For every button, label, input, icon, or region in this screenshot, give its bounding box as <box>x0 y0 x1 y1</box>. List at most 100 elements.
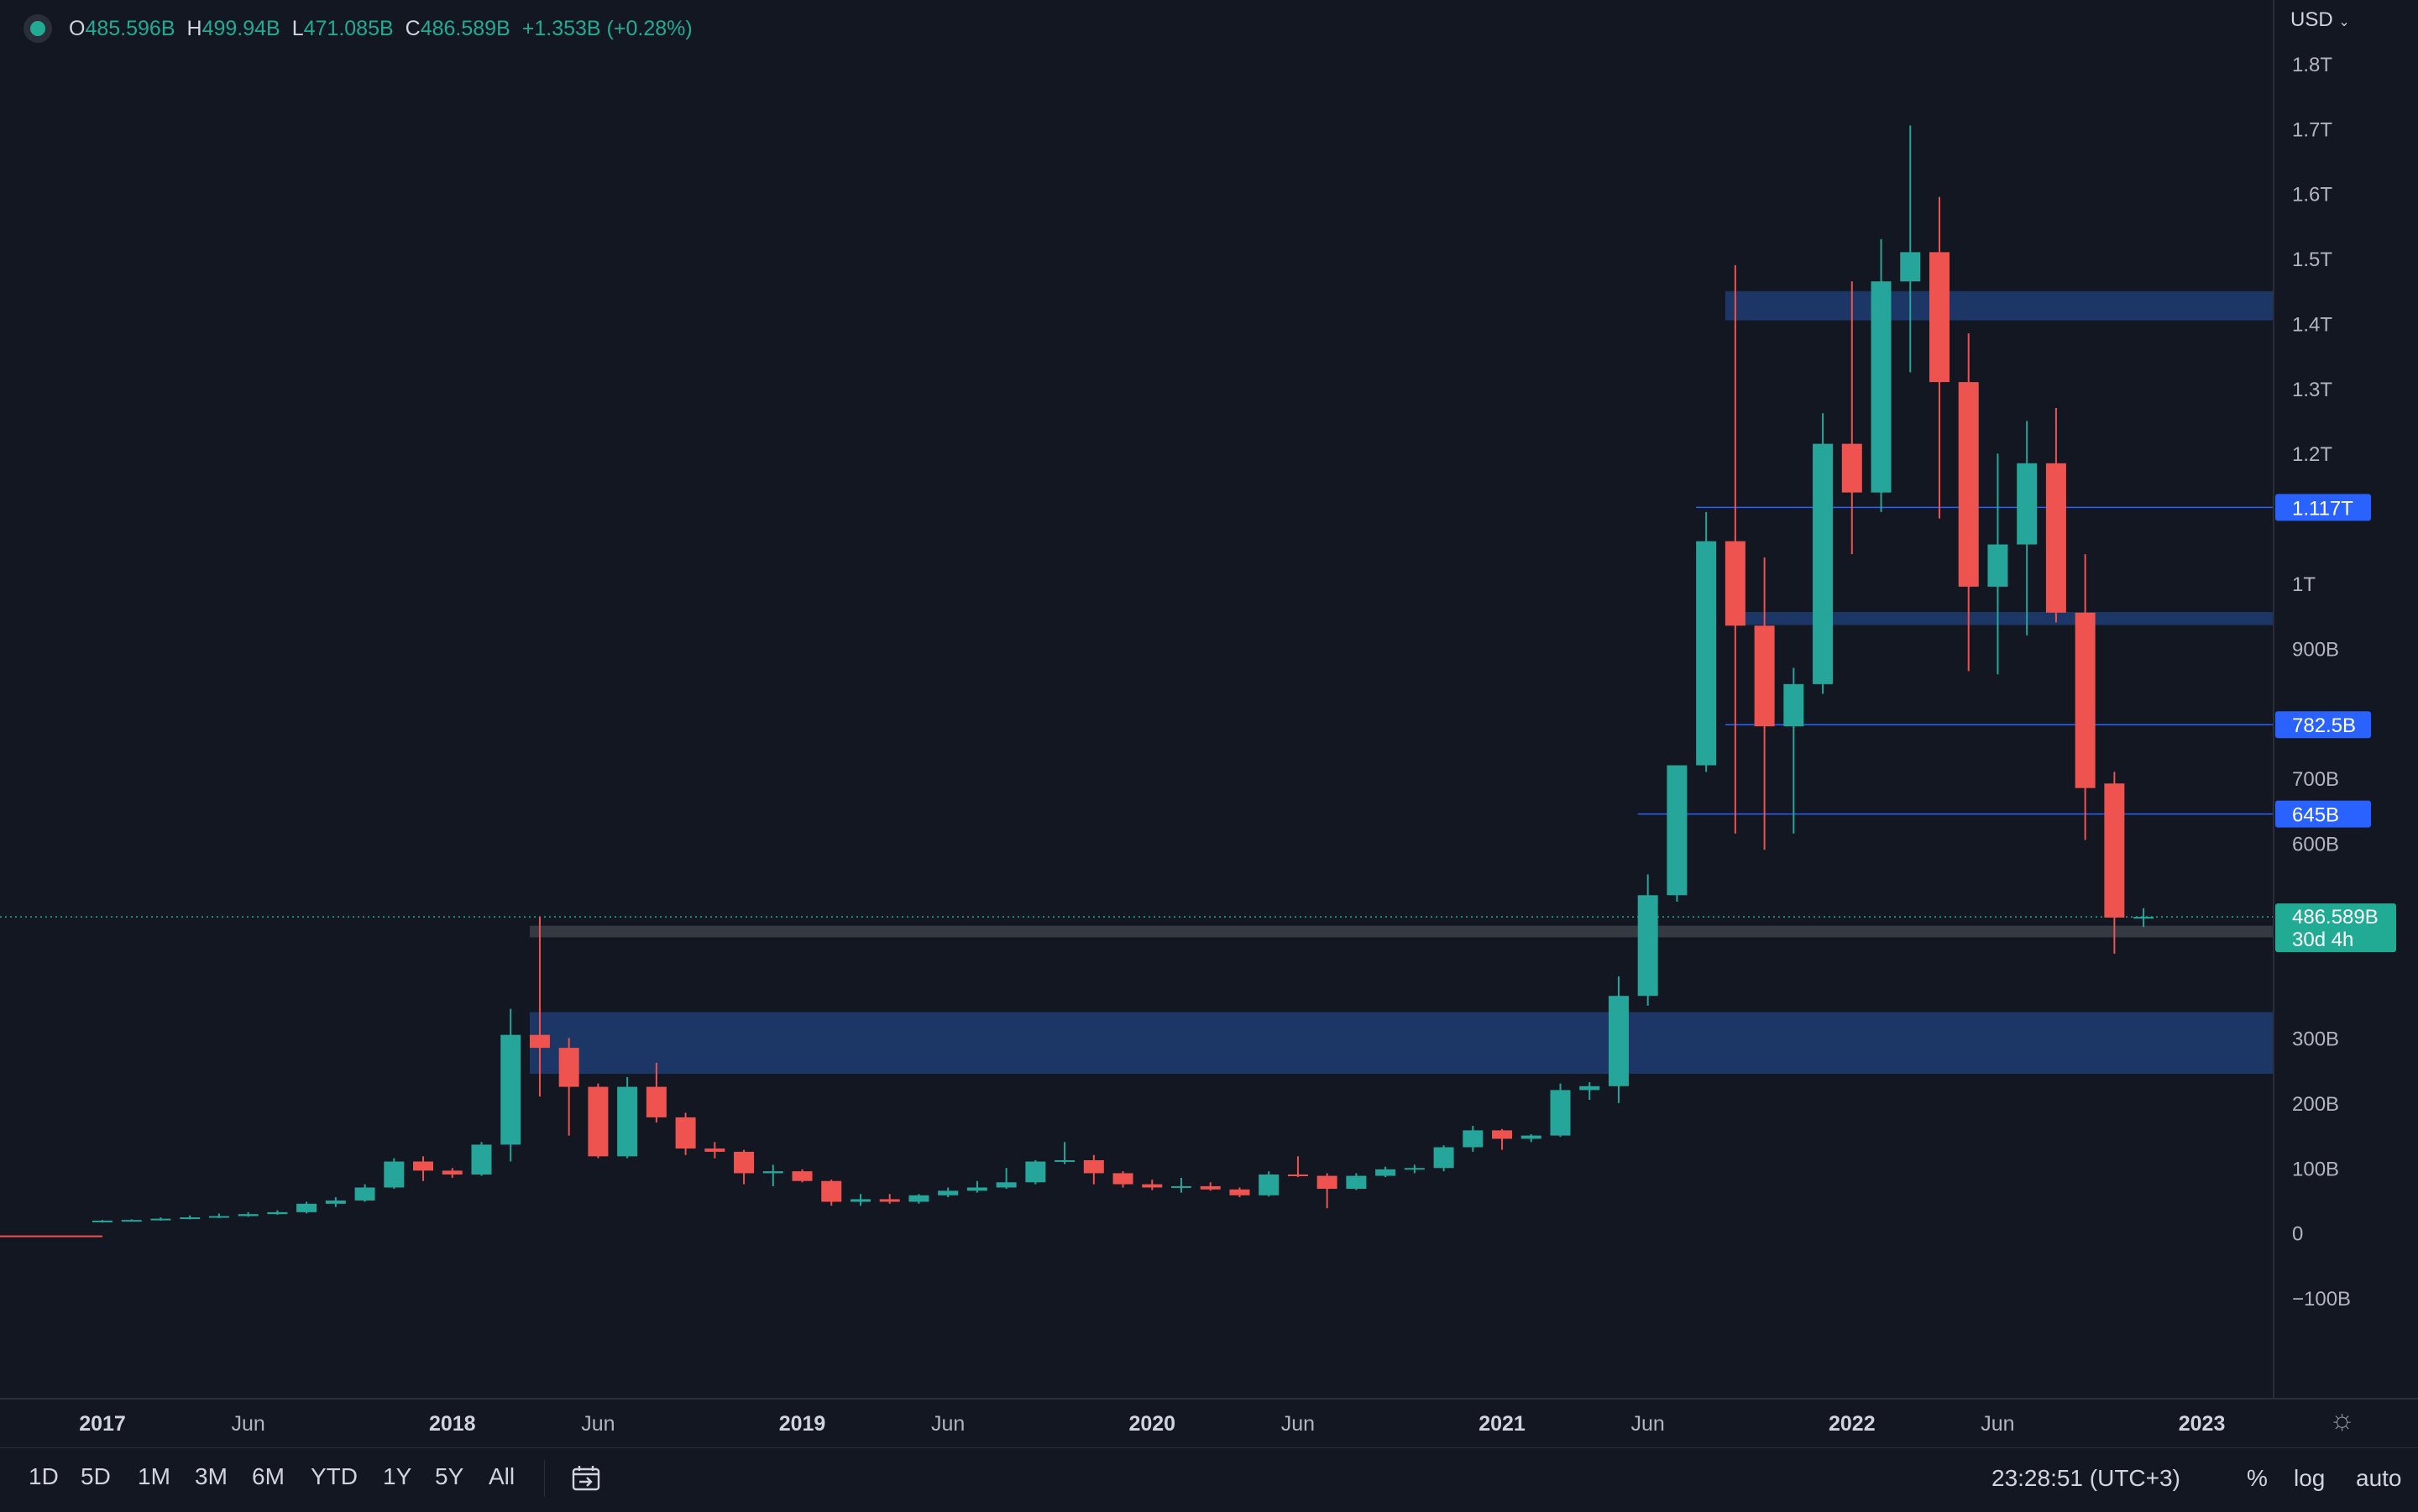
currency-label: USD <box>2290 8 2333 31</box>
price-label: 645B <box>2292 804 2339 827</box>
candle-body <box>879 1199 900 1202</box>
candle-body <box>1229 1189 1250 1195</box>
range-button-5d[interactable]: 5D <box>81 1463 111 1489</box>
candle-body <box>354 1187 375 1201</box>
gear-icon[interactable]: ☼ <box>2329 1404 2356 1436</box>
candle-body <box>1637 895 1658 997</box>
time-axis <box>0 1399 2418 1447</box>
y-tick-label: 300B <box>2292 1028 2339 1051</box>
range-button-all[interactable]: All <box>489 1463 516 1489</box>
y-tick-label: 100B <box>2292 1158 2339 1180</box>
range-button-1y[interactable]: 1Y <box>383 1463 412 1489</box>
low-key: L <box>291 16 304 40</box>
y-tick-label: 1.5T <box>2292 249 2332 271</box>
high-key: H <box>186 16 202 40</box>
candle-body <box>180 1217 201 1220</box>
candle-body <box>1608 996 1629 1086</box>
y-tick-label: 1T <box>2292 573 2316 596</box>
candle-body <box>1433 1147 1454 1169</box>
candle-body <box>1550 1090 1571 1136</box>
candle-body <box>734 1151 755 1174</box>
candle-body <box>121 1220 142 1222</box>
range-button-5y[interactable]: 5Y <box>435 1463 464 1489</box>
x-tick-label: 2017 <box>79 1412 126 1436</box>
y-tick-label: 1.8T <box>2292 54 2332 76</box>
candle-body <box>1725 541 1745 626</box>
high-value: 499.94B <box>202 16 280 40</box>
y-tick-label: 1.4T <box>2292 313 2332 336</box>
range-button-1m[interactable]: 1M <box>138 1463 170 1489</box>
calendar-arrow-icon[interactable] <box>571 1463 601 1494</box>
countdown-label: 30d 4h <box>2292 929 2353 951</box>
candle-body <box>558 1048 579 1087</box>
candle-body <box>1083 1159 1104 1174</box>
candle-body <box>296 1203 317 1212</box>
range-button-3m[interactable]: 3M <box>195 1463 228 1489</box>
ohlc-legend: O 485.596B H 499.94B L 471.085B C 486.58… <box>24 13 693 44</box>
candle-body <box>675 1117 696 1149</box>
candle-body <box>1404 1168 1425 1170</box>
x-tick-label: 2020 <box>1128 1412 1175 1436</box>
x-tick-label: 2019 <box>779 1412 826 1436</box>
price-label: 782.5B <box>2292 714 2356 737</box>
candle-body <box>966 1187 987 1191</box>
candle-body <box>2133 917 2154 919</box>
candle-body <box>1813 443 1834 684</box>
percent-scale-button[interactable]: % <box>2247 1465 2268 1491</box>
x-tick-label: Jun <box>931 1412 965 1436</box>
open-value: 485.596B <box>85 16 175 40</box>
candle-body <box>704 1148 725 1152</box>
candle-body <box>529 1034 550 1049</box>
y-tick-label: 1.6T <box>2292 184 2332 207</box>
zone-rect <box>529 925 2274 938</box>
toolbar-divider <box>544 1460 545 1497</box>
candle-body <box>2017 463 2038 545</box>
y-tick-label: 0 <box>2292 1223 2303 1246</box>
range-button-1d[interactable]: 1D <box>29 1463 59 1489</box>
candle-body <box>1200 1185 1221 1190</box>
candle-body <box>1055 1159 1076 1162</box>
zone-rect <box>1725 611 2274 625</box>
log-scale-button[interactable]: log <box>2294 1465 2326 1491</box>
y-tick-label: 600B <box>2292 833 2339 855</box>
range-button-6m[interactable]: 6M <box>252 1463 285 1489</box>
candle-body <box>1142 1184 1163 1188</box>
price-label: 1.117T <box>2292 497 2353 520</box>
range-button-ytd[interactable]: YTD <box>311 1463 358 1489</box>
y-tick-label: 1.7T <box>2292 118 2332 141</box>
y-tick-label: 200B <box>2292 1093 2339 1116</box>
candle-body <box>938 1190 959 1195</box>
candle-body <box>1783 683 1804 727</box>
green-dot-icon[interactable] <box>30 21 45 36</box>
candle-body <box>1667 765 1688 896</box>
low-value: 471.085B <box>303 16 394 40</box>
close-value: 486.589B <box>420 16 510 40</box>
plot-area <box>0 0 2274 1399</box>
candle-body <box>1259 1175 1280 1195</box>
y-tick-label: 1.2T <box>2292 443 2332 466</box>
candle-body <box>1316 1175 1337 1190</box>
price-axis <box>2274 0 2418 1399</box>
candle-body <box>908 1195 929 1202</box>
candle-body <box>850 1199 871 1202</box>
chevron-down-icon: ⌄ <box>2338 15 2350 29</box>
candle-body <box>646 1086 667 1117</box>
candle-body <box>150 1218 171 1221</box>
clock[interactable]: 23:28:51 (UTC+3) <box>1991 1465 2180 1491</box>
candle-body <box>1871 281 1892 493</box>
change-value: +1.353B (+0.28%) <box>521 16 693 40</box>
candle-body <box>1987 544 2008 587</box>
candle-body <box>92 1220 113 1222</box>
candle-body <box>1287 1175 1308 1176</box>
candle-body <box>471 1144 492 1175</box>
currency-selector[interactable]: USD ⌄ <box>2290 8 2350 32</box>
zone-rect <box>529 1012 2274 1075</box>
candle-body <box>238 1214 259 1216</box>
x-tick-label: 2021 <box>1479 1412 1526 1436</box>
x-tick-label: Jun <box>1981 1412 2014 1436</box>
candle-body <box>821 1180 842 1202</box>
price-chart[interactable]: 1.8T 1.7T 1.6T 1.5T 1.4T 1.3T 1.2T 1T 900B 700B 60… <box>0 0 2418 1447</box>
auto-scale-button[interactable]: auto <box>2356 1465 2402 1491</box>
price-label-box <box>2275 494 2371 521</box>
candle-body <box>1375 1169 1396 1176</box>
